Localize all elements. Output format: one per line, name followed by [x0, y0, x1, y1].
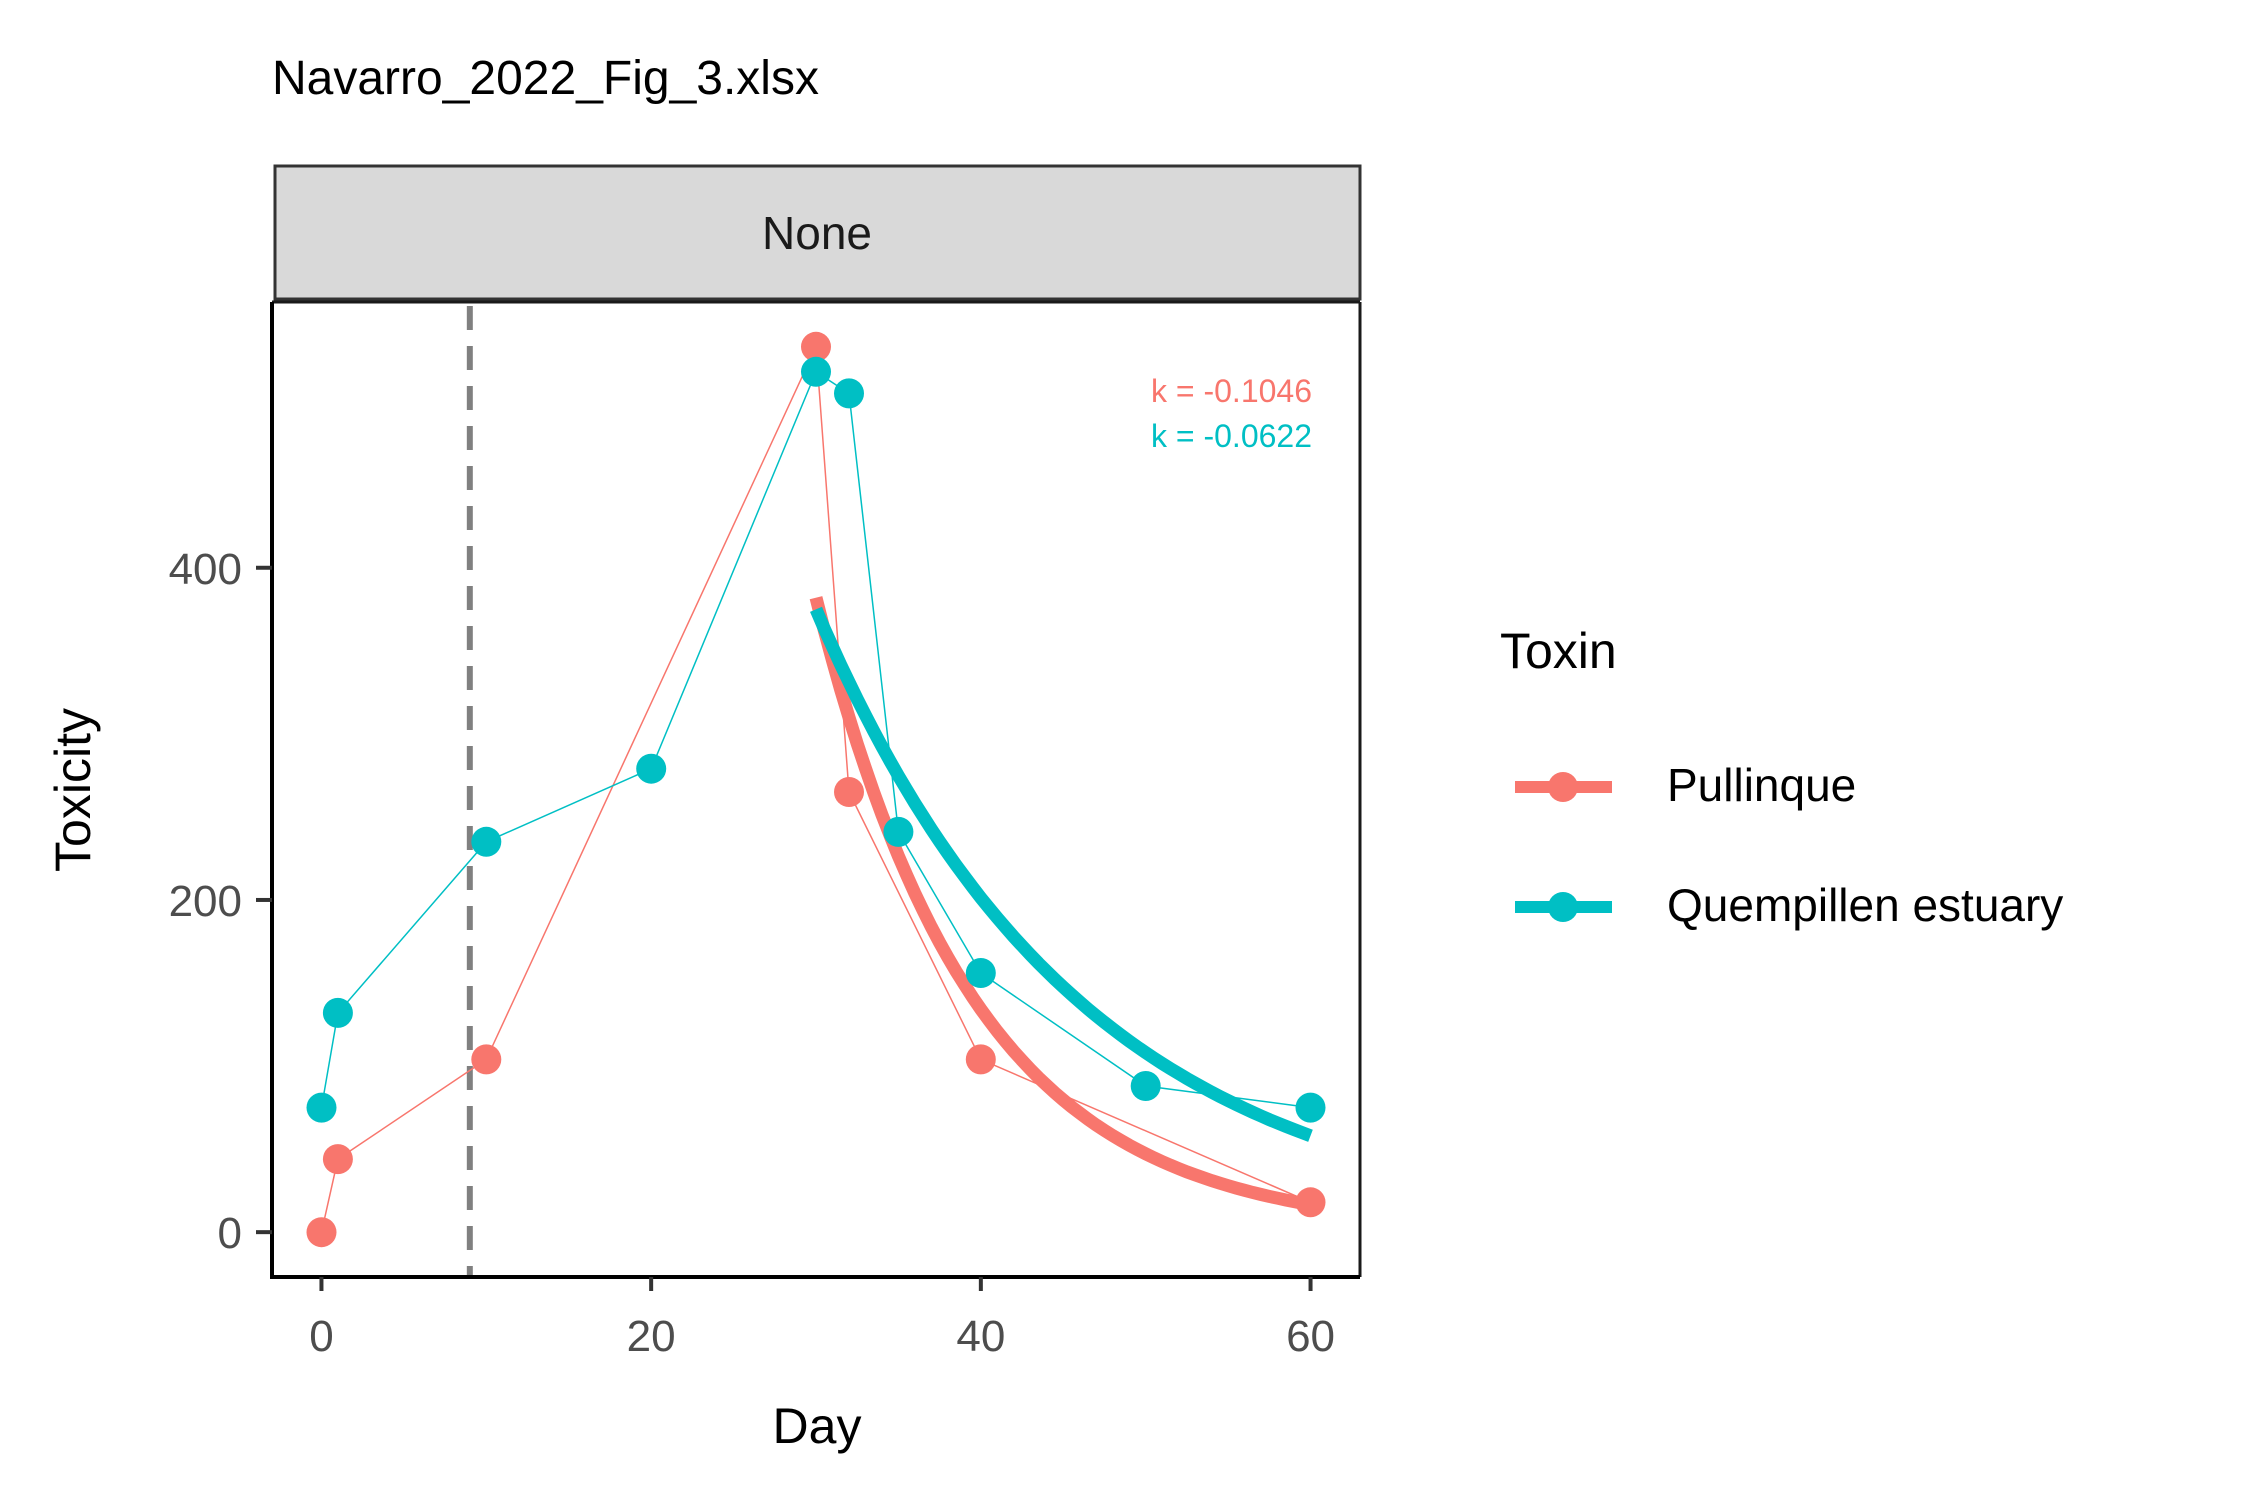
- y-tick-label: 0: [218, 1209, 242, 1258]
- data-point-pullinque: [801, 331, 831, 362]
- fit-curve-quempillen-estuary: [810, 606, 1313, 1142]
- x-tick-label: 40: [956, 1312, 1005, 1361]
- plot-panel: [272, 302, 1360, 1277]
- facet-label: None: [762, 207, 872, 259]
- data-point-quempillen-estuary: [322, 997, 353, 1028]
- series-line-quempillen-estuary: [320, 370, 1311, 1109]
- legend-key-point-quempillen-estuary: [1548, 892, 1578, 922]
- legend: Toxin Pullinque Quempillen estuary: [1500, 623, 2063, 931]
- fit-annotation-quempillen-estuary: k = -0.0622: [1151, 418, 1312, 454]
- legend-keys: [1515, 772, 1612, 922]
- fit-annotation-pullinque: k = -0.1046: [1151, 373, 1312, 409]
- data-point-pullinque: [322, 1144, 353, 1175]
- data-point-pullinque: [965, 1044, 996, 1075]
- chart-title: Navarro_2022_Fig_3.xlsx: [272, 52, 819, 105]
- data-point-quempillen-estuary: [834, 378, 864, 409]
- y-axis-label: Toxicity: [45, 708, 101, 872]
- data-point-quempillen-estuary: [883, 816, 914, 847]
- data-point-quempillen-estuary: [1130, 1071, 1161, 1101]
- legend-title: Toxin: [1500, 623, 1617, 679]
- data-point-quempillen-estuary: [1295, 1092, 1326, 1123]
- data-point-quempillen-estuary: [471, 826, 502, 857]
- data-point-quempillen-estuary: [306, 1092, 337, 1123]
- legend-label-pullinque: Pullinque: [1667, 759, 1856, 811]
- panel-content: k = -0.1046 k = -0.0622: [306, 306, 1326, 1277]
- y-tick-label: 200: [169, 877, 242, 926]
- x-tick-label: 20: [627, 1312, 676, 1361]
- data-point-pullinque: [834, 777, 864, 807]
- data-point-quempillen-estuary: [801, 356, 831, 387]
- x-tick-label: 0: [309, 1312, 333, 1361]
- data-point-quempillen-estuary: [965, 958, 996, 988]
- data-point-pullinque: [1295, 1187, 1326, 1218]
- fit-curve-pullinque: [809, 596, 1312, 1212]
- data-point-quempillen-estuary: [636, 753, 667, 784]
- facet-strip: [273, 164, 1362, 301]
- y-tick-label: 400: [169, 545, 242, 594]
- data-point-pullinque: [306, 1217, 337, 1248]
- legend-label-quempillen-estuary: Quempillen estuary: [1667, 879, 2063, 931]
- x-axis-label: Day: [773, 1398, 862, 1454]
- axis-ticks: 0 20 40 60 0 200 400: [169, 545, 1335, 1361]
- data-point-pullinque: [471, 1044, 502, 1075]
- legend-key-point-pullinque: [1548, 772, 1578, 802]
- x-tick-label: 60: [1286, 1312, 1335, 1361]
